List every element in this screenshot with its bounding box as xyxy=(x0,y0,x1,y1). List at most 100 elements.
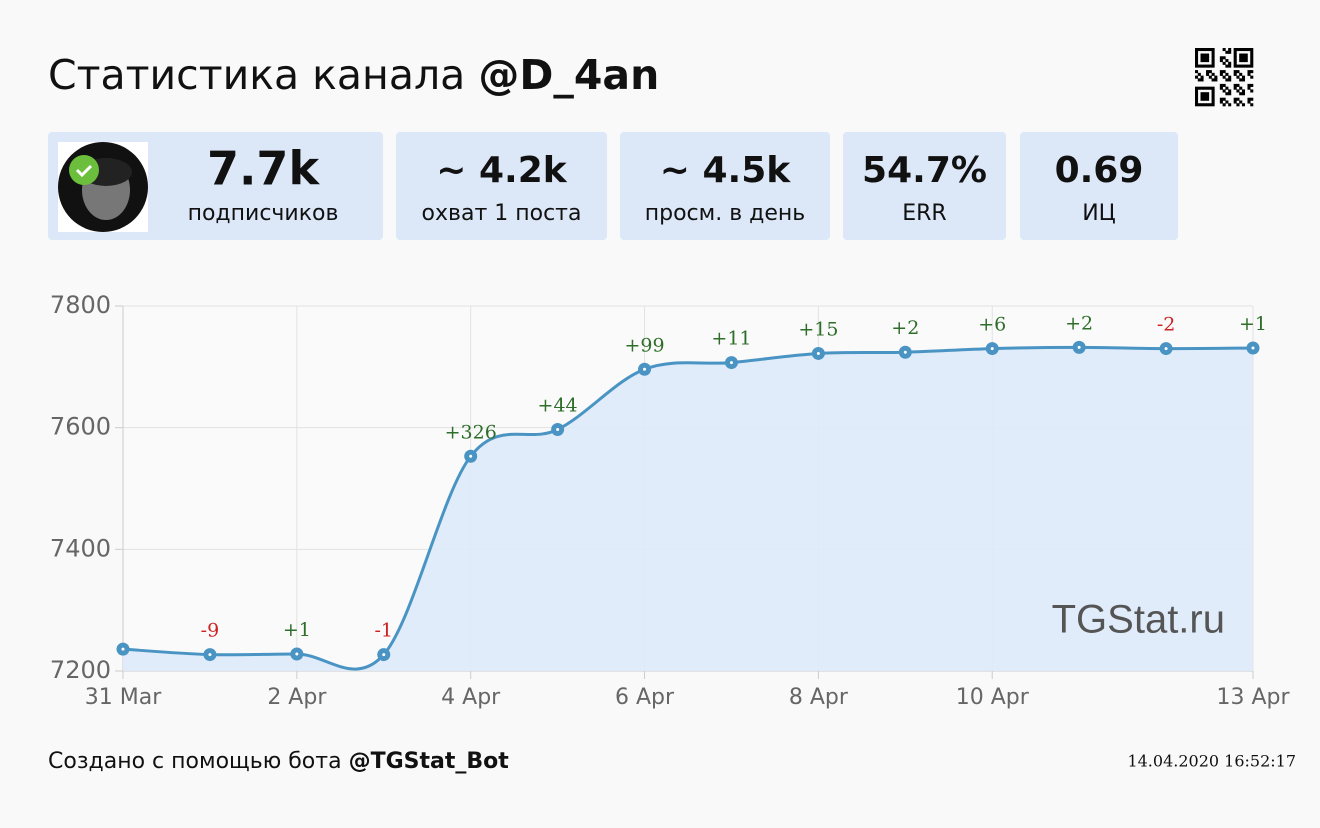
qr-cell xyxy=(1239,86,1243,90)
qr-cell xyxy=(1225,78,1229,82)
qr-cell xyxy=(1247,64,1251,68)
qr-cell xyxy=(1239,53,1243,57)
qr-cell xyxy=(1250,75,1254,79)
qr-cell xyxy=(1206,59,1210,63)
qr-cell xyxy=(1211,78,1215,82)
qr-cell xyxy=(1236,103,1240,107)
qr-cell xyxy=(1233,50,1237,54)
y-tick-label: 7800 xyxy=(50,291,111,319)
qr-cell xyxy=(1195,61,1199,65)
qr-cell xyxy=(1228,50,1232,54)
change-label: -2 xyxy=(1157,314,1176,336)
qr-cell xyxy=(1195,50,1199,54)
qr-cell xyxy=(1219,83,1223,87)
change-label: +326 xyxy=(445,421,497,443)
channel-name: @D_4an xyxy=(478,51,659,99)
qr-cell xyxy=(1233,48,1237,52)
qr-cell xyxy=(1233,64,1237,68)
qr-cell xyxy=(1233,61,1237,65)
point-center xyxy=(1164,347,1168,351)
qr-cell xyxy=(1233,56,1237,60)
stat-label: просм. в день xyxy=(645,201,806,226)
qr-cell xyxy=(1239,64,1243,68)
stat-cards: 7.7k подписчиков ~ 4.2k охват 1 поста ~ 4.5k… xyxy=(48,132,1178,240)
qr-cell xyxy=(1208,64,1212,68)
qr-cell xyxy=(1219,97,1223,101)
qr-code xyxy=(1195,48,1254,107)
qr-cell xyxy=(1247,83,1251,87)
qr-cell xyxy=(1195,48,1199,52)
qr-cell xyxy=(1206,92,1210,96)
qr-cell xyxy=(1233,86,1237,90)
qr-cell xyxy=(1239,92,1243,96)
change-label: +1 xyxy=(283,619,311,641)
qr-cell xyxy=(1239,56,1243,60)
qr-cell xyxy=(1211,61,1215,65)
qr-cell xyxy=(1219,72,1223,76)
qr-cell xyxy=(1228,89,1232,93)
qr-cell xyxy=(1250,97,1254,101)
qr-cell xyxy=(1206,97,1210,101)
point-center xyxy=(295,652,299,656)
qr-cell xyxy=(1197,78,1201,82)
stat-value: 54.7% xyxy=(862,150,987,191)
qr-cell xyxy=(1206,94,1210,99)
qr-cell xyxy=(1241,75,1246,79)
point-center xyxy=(1251,346,1255,350)
qr-cell xyxy=(1225,100,1229,104)
qr-cell xyxy=(1244,59,1248,63)
watermark: TGStat.ru xyxy=(1052,598,1225,642)
qr-cell xyxy=(1241,48,1246,52)
qr-cell xyxy=(1236,89,1240,93)
qr-cell xyxy=(1208,86,1212,90)
qr-cell xyxy=(1228,103,1232,107)
qr-cell xyxy=(1208,103,1212,107)
qr-cell xyxy=(1206,70,1210,74)
stat-card xyxy=(1020,132,1178,240)
qr-cell xyxy=(1241,78,1246,82)
qr-cell xyxy=(1239,59,1243,63)
qr-cell xyxy=(1200,92,1204,96)
stat-value: ~ 4.2k xyxy=(436,150,567,191)
qr-cell xyxy=(1236,97,1240,101)
qr-cell xyxy=(1222,97,1226,101)
qr-cell xyxy=(1233,72,1237,76)
qr-cell xyxy=(1244,64,1248,68)
point-center xyxy=(990,347,994,351)
qr-cell xyxy=(1225,50,1229,54)
qr-cell xyxy=(1250,83,1254,87)
qr-cell xyxy=(1208,48,1212,52)
avatar xyxy=(58,142,148,232)
qr-cell xyxy=(1206,64,1210,68)
qr-cell xyxy=(1250,56,1254,60)
change-label: +44 xyxy=(538,394,578,416)
qr-cell xyxy=(1200,53,1204,57)
y-tick-label: 7600 xyxy=(50,413,111,441)
qr-cell xyxy=(1244,53,1248,57)
qr-cell xyxy=(1197,64,1201,68)
qr-cell xyxy=(1228,75,1232,79)
verified-badge xyxy=(69,155,99,185)
qr-cell xyxy=(1195,103,1199,107)
stat-value: 7.7k xyxy=(207,142,320,196)
qr-cell xyxy=(1239,48,1243,52)
x-tick-label: 4 Apr xyxy=(441,685,501,710)
change-label: +1 xyxy=(1239,313,1267,335)
qr-cell xyxy=(1222,83,1226,87)
qr-cell xyxy=(1195,59,1199,63)
qr-cell xyxy=(1211,100,1215,104)
point-center xyxy=(643,367,647,371)
qr-cell xyxy=(1233,83,1237,87)
qr-cell xyxy=(1211,53,1215,57)
qr-cell xyxy=(1236,48,1240,52)
qr-cell xyxy=(1222,61,1226,65)
qr-cell xyxy=(1244,56,1248,60)
qr-cell xyxy=(1236,75,1240,79)
qr-cell xyxy=(1197,103,1201,107)
qr-cell xyxy=(1250,53,1254,57)
qr-cell xyxy=(1250,64,1254,68)
qr-cell xyxy=(1241,59,1246,63)
x-tick-label: 6 Apr xyxy=(615,685,675,710)
y-tick-label: 7200 xyxy=(50,656,111,684)
qr-cell xyxy=(1195,100,1199,104)
